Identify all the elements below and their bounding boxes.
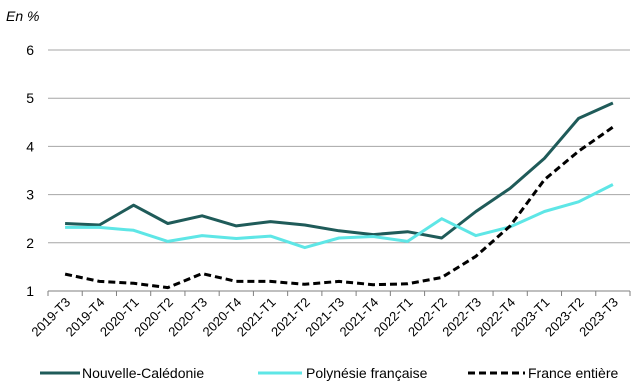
- y-tick-label: 5: [26, 90, 34, 106]
- y-unit-label: En %: [6, 8, 39, 24]
- y-axis-ticks: 1 2 3 4 5 6: [26, 42, 34, 299]
- series-line-2: [64, 125, 614, 290]
- y-tick-label: 3: [26, 187, 34, 203]
- y-tick-label: 6: [26, 42, 34, 58]
- series-line-1: [65, 183, 614, 250]
- legend: Nouvelle-Calédonie Polynésie française Fra…: [40, 365, 618, 381]
- legend-label: France entière: [528, 365, 618, 381]
- series-line-0: [65, 101, 614, 240]
- series-lines: [64, 101, 614, 290]
- legend-label: Polynésie française: [306, 365, 428, 381]
- y-tick-label: 2: [26, 235, 34, 251]
- x-axis-ticks: 2019-T32019-T42020-T12020-T22020-T32020-…: [28, 291, 631, 339]
- y-tick-label: 4: [26, 138, 34, 154]
- y-tick-label: 1: [26, 283, 34, 299]
- legend-label: Nouvelle-Calédonie: [82, 365, 204, 381]
